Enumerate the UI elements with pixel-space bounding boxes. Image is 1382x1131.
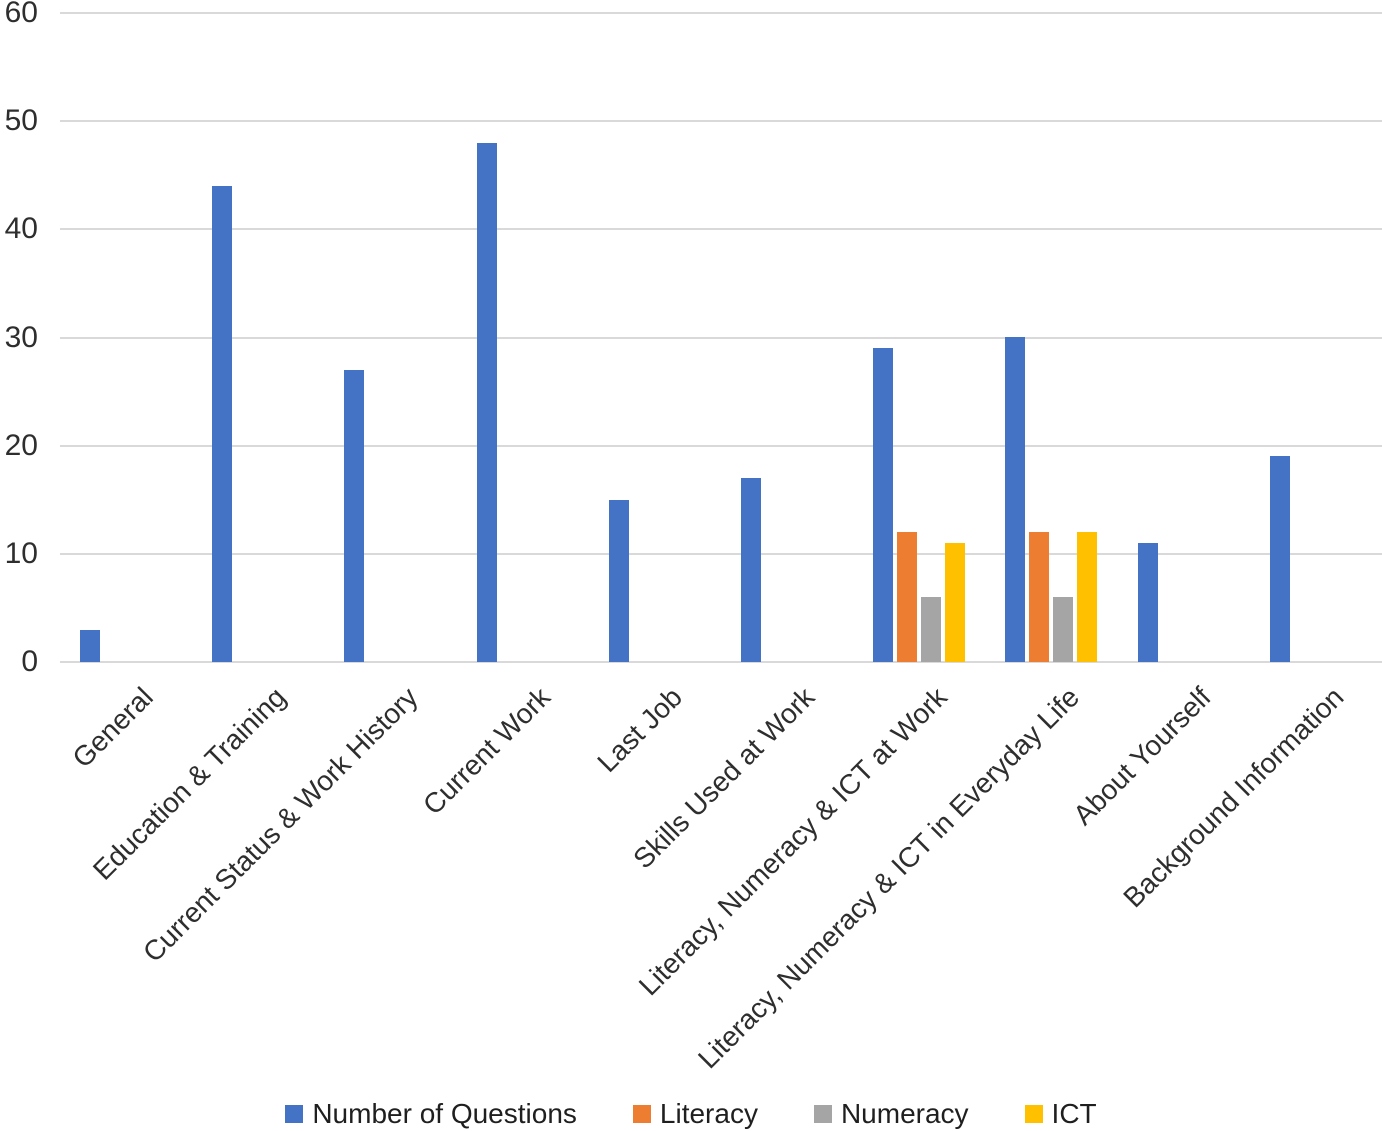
y-tick-label: 20 <box>4 428 38 462</box>
gridline <box>60 444 1382 447</box>
bar-ict <box>945 543 966 662</box>
legend-item: Literacy <box>632 1098 758 1130</box>
legend-swatch-icon <box>813 1105 832 1123</box>
bar-group <box>1250 456 1382 662</box>
bar-ict <box>1077 532 1098 662</box>
legend-label: Numeracy <box>840 1098 969 1129</box>
bar-number-of-questions <box>608 500 629 662</box>
y-tick-label: 10 <box>4 536 38 570</box>
bar-number-of-questions <box>344 370 365 662</box>
y-tick-label: 60 <box>4 0 38 29</box>
y-tick-label: 40 <box>4 212 38 246</box>
bar-group <box>721 478 853 662</box>
x-tick-label: About Yourself <box>1067 681 1217 831</box>
legend-item: ICT <box>1024 1098 1097 1130</box>
gridline <box>60 228 1382 231</box>
y-tick-label: 50 <box>4 104 38 138</box>
x-tick-label: Current Status & Work History <box>136 681 424 969</box>
y-tick-label: 0 <box>21 645 38 678</box>
x-tick-label: Current Work <box>416 681 556 821</box>
legend-item: Numeracy <box>813 1098 969 1130</box>
bar-numeracy <box>1053 597 1074 662</box>
bar-literacy <box>897 532 918 662</box>
legend-label: Number of Questions <box>312 1098 577 1129</box>
bar-group <box>589 500 721 662</box>
bar-number-of-questions <box>1137 543 1158 662</box>
gridline <box>60 336 1382 339</box>
legend-swatch-icon <box>632 1105 651 1123</box>
bar-number-of-questions <box>476 143 497 662</box>
bar-group <box>457 143 589 662</box>
bar-group <box>324 370 456 662</box>
legend: Number of Questions Literacy Numeracy ICT <box>0 1098 1382 1130</box>
bar-group <box>853 348 985 662</box>
gridline <box>60 661 1382 663</box>
gridline <box>60 12 1382 14</box>
bar-numeracy <box>921 597 942 662</box>
bar-group <box>985 337 1117 662</box>
gridline <box>60 120 1382 123</box>
bar-group <box>192 186 324 662</box>
bar-number-of-questions <box>873 348 894 662</box>
bar-number-of-questions <box>1005 337 1026 662</box>
legend-swatch-icon <box>285 1105 304 1123</box>
bar-number-of-questions <box>1269 456 1290 662</box>
bar-group <box>1118 543 1250 662</box>
bar-group <box>60 630 192 662</box>
x-tick-label: Background Information <box>1116 681 1350 914</box>
legend-swatch-icon <box>1024 1105 1043 1123</box>
bar-literacy <box>1029 532 1050 662</box>
bar-number-of-questions <box>741 478 762 662</box>
legend-item: Number of Questions <box>285 1098 577 1130</box>
x-tick-label: Last Job <box>591 681 689 779</box>
legend-label: ICT <box>1051 1098 1097 1129</box>
gridline <box>60 552 1382 555</box>
bar-number-of-questions <box>212 186 233 662</box>
y-tick-label: 30 <box>4 320 38 354</box>
bar-number-of-questions <box>80 630 101 662</box>
legend-label: Literacy <box>659 1098 758 1129</box>
x-tick-label: General <box>66 681 160 774</box>
